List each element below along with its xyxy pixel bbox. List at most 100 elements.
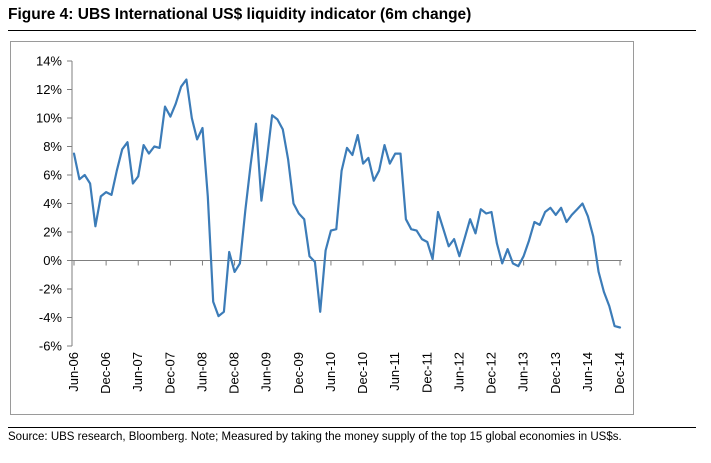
y-tick-label: -4% <box>39 310 63 325</box>
x-tick-label: Jun-10 <box>323 352 338 392</box>
data-point <box>234 271 236 273</box>
data-point <box>389 163 391 165</box>
data-point <box>84 174 86 176</box>
data-point <box>89 183 91 185</box>
x-tick-label: Jun-14 <box>580 352 595 392</box>
y-tick-label: 14% <box>36 54 62 69</box>
x-tick-label: Jun-13 <box>516 352 531 392</box>
data-point <box>480 208 482 210</box>
data-point <box>351 154 353 156</box>
data-point <box>250 164 252 166</box>
data-point <box>346 147 348 149</box>
data-point <box>491 211 493 213</box>
data-point <box>292 203 294 205</box>
data-point <box>576 208 578 210</box>
data-point <box>560 207 562 209</box>
data-point <box>587 215 589 217</box>
data-point <box>207 195 209 197</box>
y-tick-label: 2% <box>43 225 62 240</box>
data-point <box>239 262 241 264</box>
data-point <box>533 221 535 223</box>
x-tick-label: Dec-13 <box>548 352 563 394</box>
data-point <box>218 315 220 317</box>
data-point <box>485 212 487 214</box>
y-tick-label: -6% <box>39 339 63 354</box>
data-point <box>421 238 423 240</box>
x-tick-label: Dec-09 <box>291 352 306 394</box>
data-point <box>100 195 102 197</box>
data-point <box>94 225 96 227</box>
data-point <box>276 118 278 120</box>
data-point <box>608 305 610 307</box>
data-point <box>325 250 327 252</box>
data-point <box>592 235 594 237</box>
data-point <box>244 210 246 212</box>
x-tick-label: Dec-12 <box>484 352 499 394</box>
data-point <box>196 138 198 140</box>
chart-title: Figure 4: UBS International US$ liquidit… <box>8 6 472 23</box>
data-point <box>228 251 230 253</box>
x-tick-label: Dec-14 <box>612 352 627 394</box>
x-tick-label: Jun-08 <box>194 352 209 392</box>
data-point <box>309 255 311 257</box>
data-point <box>287 158 289 160</box>
data-point <box>517 265 519 267</box>
x-tick-label: Dec-08 <box>227 352 242 394</box>
x-tick-label: Dec-10 <box>355 352 370 394</box>
y-tick-label: 8% <box>43 139 62 154</box>
data-point <box>603 291 605 293</box>
data-point <box>143 144 145 146</box>
data-point <box>260 200 262 202</box>
data-point <box>442 228 444 230</box>
data-point <box>335 228 337 230</box>
data-point <box>266 160 268 162</box>
data-point <box>121 148 123 150</box>
data-point <box>73 153 75 155</box>
data-point <box>453 238 455 240</box>
data-point <box>400 153 402 155</box>
data-point <box>582 203 584 205</box>
data-point <box>298 212 300 214</box>
data-point <box>464 237 466 239</box>
data-point <box>496 242 498 244</box>
data-point <box>153 146 155 148</box>
data-point <box>185 79 187 81</box>
y-tick-label: 0% <box>43 253 62 268</box>
chart-frame <box>10 41 634 415</box>
data-point <box>458 255 460 257</box>
data-point <box>271 114 273 116</box>
data-point <box>394 153 396 155</box>
data-point <box>132 183 134 185</box>
data-point <box>448 245 450 247</box>
data-point <box>282 128 284 130</box>
y-tick-label: 12% <box>36 82 62 97</box>
data-point <box>127 141 129 143</box>
data-point <box>357 134 359 136</box>
data-point <box>565 221 567 223</box>
x-tick-label: Dec-11 <box>419 352 434 393</box>
data-point <box>319 311 321 313</box>
y-tick-label: 10% <box>36 111 62 126</box>
data-point <box>474 232 476 234</box>
x-tick-label: Dec-07 <box>162 352 177 394</box>
source-note: Source: UBS research, Bloomberg. Note; M… <box>8 431 622 443</box>
data-point <box>598 271 600 273</box>
x-tick-label: Jun-11 <box>387 352 402 391</box>
data-point <box>212 301 214 303</box>
data-point <box>175 103 177 105</box>
data-point <box>432 258 434 260</box>
data-point <box>191 117 193 119</box>
data-point <box>501 262 503 264</box>
data-point <box>544 211 546 213</box>
x-tick-label: Jun-07 <box>130 352 145 392</box>
data-point <box>223 311 225 313</box>
data-point <box>78 178 80 180</box>
data-point <box>137 175 139 177</box>
data-point <box>169 116 171 118</box>
data-point <box>303 218 305 220</box>
data-point <box>469 218 471 220</box>
data-point <box>614 325 616 327</box>
data-point <box>507 248 509 250</box>
title-divider <box>8 30 696 31</box>
